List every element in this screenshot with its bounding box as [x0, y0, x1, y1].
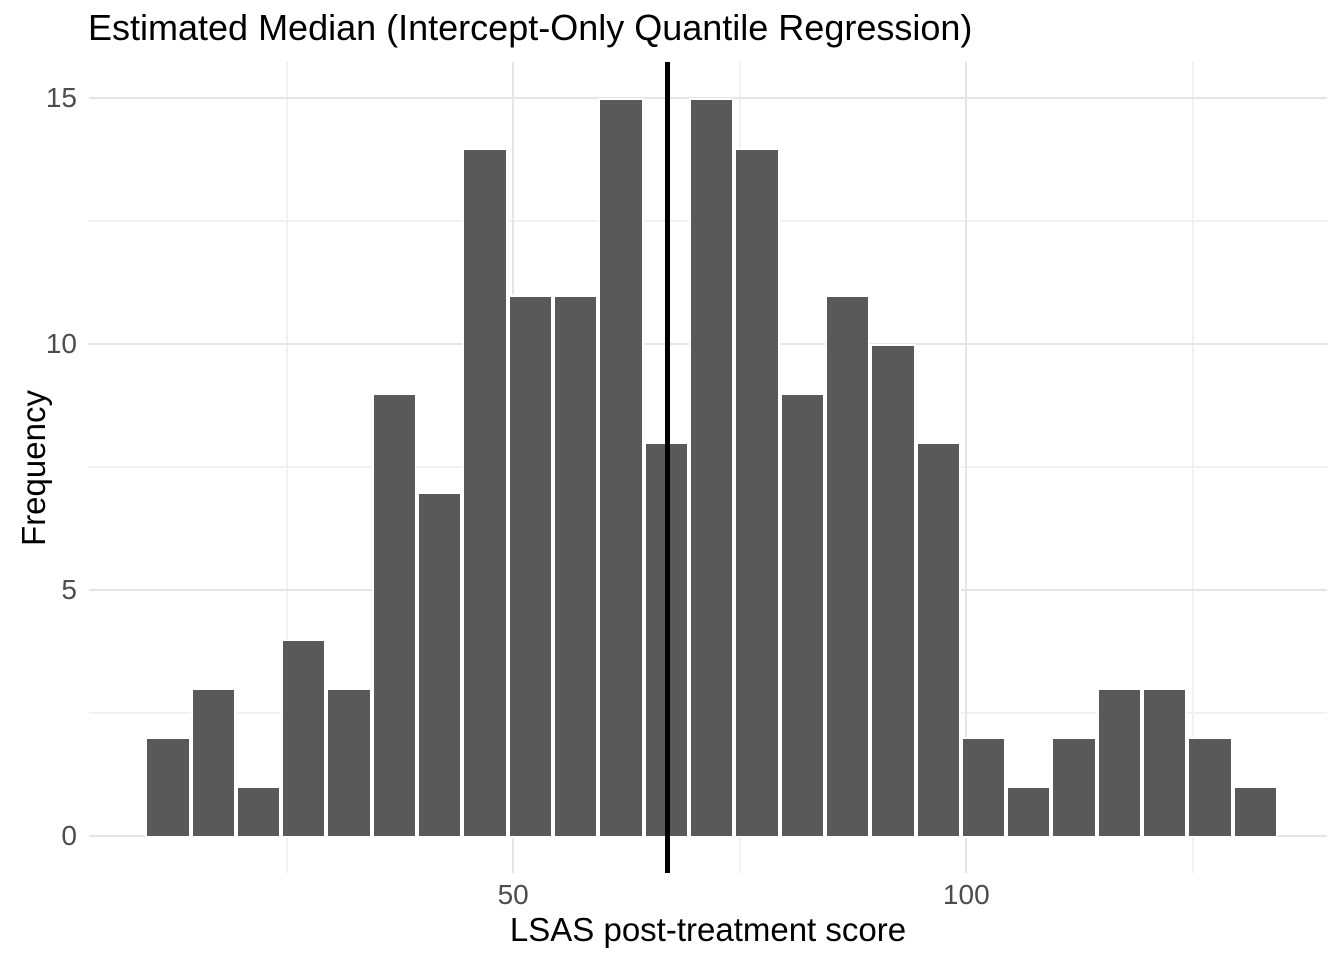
histogram-bar — [281, 639, 327, 838]
histogram-bar — [326, 688, 372, 838]
histogram-bar — [688, 98, 735, 838]
y-tick-label: 5 — [61, 573, 77, 605]
x-tick-label: 50 — [497, 879, 529, 910]
histogram-bar — [779, 393, 825, 838]
histogram-bar — [190, 688, 236, 838]
x-axis-title: LSAS post-treatment score — [509, 911, 907, 948]
y-tick-label: 0 — [61, 819, 77, 851]
histogram-bar — [145, 737, 191, 838]
chart-title: Estimated Median (Intercept-Only Quantil… — [88, 7, 973, 48]
histogram-bar — [553, 294, 599, 838]
histogram-bar — [870, 344, 916, 838]
y-tick-label: 15 — [45, 82, 77, 114]
histogram-bar — [1232, 786, 1279, 838]
histogram-bar — [462, 147, 508, 838]
y-tick-label: 10 — [45, 328, 77, 360]
histogram-bar — [734, 147, 780, 838]
histogram-bar — [1096, 688, 1143, 838]
histogram-bar — [235, 786, 282, 838]
histogram-bar — [598, 98, 644, 838]
major-gridline-vertical — [965, 62, 968, 873]
histogram-bar — [1051, 737, 1097, 838]
histogram-bar — [417, 491, 463, 838]
histogram-bar — [1006, 786, 1052, 838]
histogram-bar — [371, 393, 418, 838]
median-vline — [664, 62, 670, 873]
plot-panel — [89, 62, 1327, 873]
histogram-bar — [1187, 737, 1233, 838]
histogram-bar — [824, 294, 871, 838]
histogram-bar — [507, 294, 554, 838]
histogram-bar — [1142, 688, 1188, 838]
x-tick-label: 100 — [942, 879, 990, 910]
histogram-bar — [960, 737, 1007, 838]
histogram-bar — [915, 442, 961, 838]
